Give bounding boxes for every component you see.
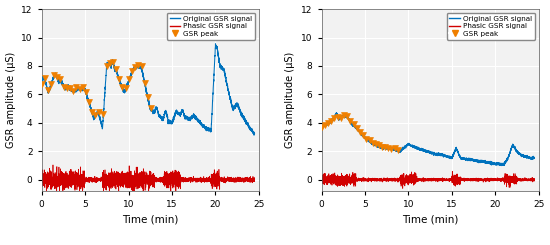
- Point: [137, 64, 146, 68]
- Point: [85, 100, 94, 104]
- Point: [368, 141, 377, 145]
- Point: [62, 86, 71, 90]
- Point: [140, 81, 149, 85]
- Point: [128, 69, 136, 73]
- Point: [362, 136, 371, 140]
- Point: [53, 75, 62, 79]
- Point: [72, 86, 81, 89]
- X-axis label: Time (min): Time (min): [402, 215, 458, 225]
- Point: [43, 88, 52, 92]
- Point: [384, 146, 393, 150]
- Point: [359, 133, 367, 137]
- Point: [393, 148, 402, 152]
- Point: [343, 114, 351, 118]
- Point: [115, 77, 124, 81]
- Point: [94, 110, 103, 113]
- Y-axis label: GSR amplitude (μS): GSR amplitude (μS): [285, 52, 295, 148]
- Point: [333, 115, 342, 119]
- Point: [327, 119, 336, 123]
- Point: [81, 90, 90, 94]
- Point: [330, 116, 339, 120]
- Legend: Original GSR signal, Phasic GSR signal, GSR peak: Original GSR signal, Phasic GSR signal, …: [167, 13, 255, 39]
- Point: [346, 119, 355, 123]
- Point: [381, 145, 389, 149]
- Point: [124, 77, 133, 81]
- Point: [134, 63, 143, 67]
- X-axis label: Time (min): Time (min): [122, 215, 178, 225]
- Point: [131, 65, 140, 69]
- Point: [37, 82, 46, 86]
- Point: [91, 113, 100, 117]
- Point: [371, 142, 380, 146]
- Point: [144, 95, 152, 98]
- Legend: Original GSR signal, Phasic GSR signal, GSR peak: Original GSR signal, Phasic GSR signal, …: [447, 13, 535, 39]
- Point: [56, 77, 65, 81]
- Point: [75, 86, 84, 90]
- Point: [377, 145, 386, 149]
- Point: [106, 61, 114, 65]
- Point: [147, 106, 156, 110]
- Point: [390, 147, 399, 150]
- Point: [353, 126, 361, 130]
- Point: [88, 110, 97, 114]
- Point: [41, 76, 50, 80]
- Point: [69, 89, 78, 93]
- Point: [121, 86, 130, 90]
- Point: [317, 125, 326, 129]
- Point: [59, 86, 68, 89]
- Point: [321, 122, 329, 126]
- Y-axis label: GSR amplitude (μS): GSR amplitude (μS): [6, 52, 15, 148]
- Point: [336, 116, 345, 120]
- Point: [50, 73, 59, 77]
- Point: [355, 130, 364, 134]
- Point: [324, 121, 333, 125]
- Point: [65, 86, 74, 90]
- Point: [118, 85, 127, 89]
- Point: [108, 60, 117, 64]
- Point: [99, 112, 108, 116]
- Point: [112, 67, 120, 71]
- Point: [47, 82, 56, 86]
- Point: [387, 147, 396, 151]
- Point: [78, 85, 87, 89]
- Point: [339, 113, 348, 117]
- Point: [375, 144, 383, 147]
- Point: [365, 138, 374, 142]
- Point: [102, 64, 111, 68]
- Point: [349, 122, 358, 126]
